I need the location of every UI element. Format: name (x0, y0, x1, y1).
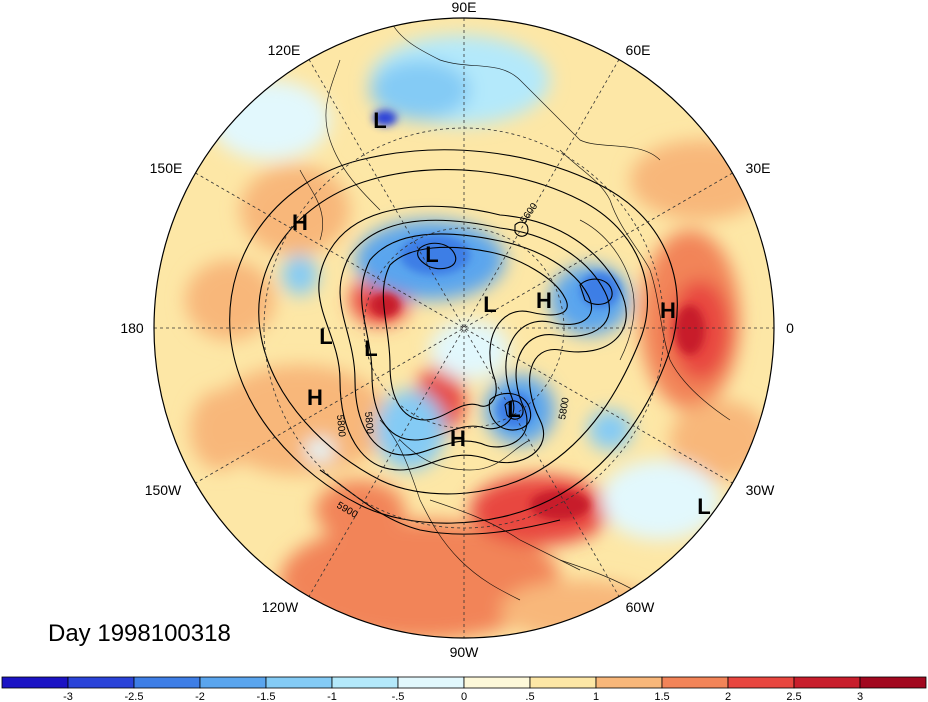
colorbar-tick-labels: -3 -2.5 -2 -1.5 -1 -.5 0 .5 1 1.5 2 2.5 3 (63, 691, 863, 702)
day-label: Day 1998100318 (48, 620, 231, 647)
colorbar: -3 -2.5 -2 -1.5 -1 -.5 0 .5 1 1.5 2 2.5 3 (1, 676, 927, 702)
colorbar-swatch (397, 676, 465, 689)
high-center-marker: H (536, 288, 552, 313)
colorbar-swatch (463, 676, 531, 689)
low-center-marker: L (373, 108, 386, 133)
low-center-marker: L (483, 292, 496, 317)
lon-label-90w: 90W (450, 644, 480, 660)
lon-label-60w: 60W (626, 599, 656, 615)
lon-label-30w: 30W (746, 482, 776, 498)
colorbar-swatch (331, 676, 399, 689)
colorbar-tick-label: -2.5 (125, 691, 144, 702)
colorbar-boxes (1, 676, 927, 689)
contour-label-5800-west: 5800 (362, 411, 375, 435)
colorbar-swatch (727, 676, 795, 689)
colorbar-tick-label: 1 (593, 691, 599, 702)
low-center-marker: L (425, 242, 438, 267)
graticule (154, 18, 774, 638)
longitude-labels: 90E 60E 30E 0 30W 60W 90W 120W 150W 180 … (120, 0, 794, 660)
low-center-marker: L (697, 494, 710, 519)
contour-label-5800-east: 5800 (557, 396, 572, 420)
lon-label-150e: 150E (150, 160, 183, 176)
lon-label-90e: 90E (452, 0, 477, 15)
colorbar-swatch (265, 676, 333, 689)
colorbar-tick-label: 3 (857, 691, 863, 702)
polar-map: 90E 60E 30E 0 30W 60W 90W 120W 150W 180 … (120, 0, 794, 660)
lon-label-180: 180 (120, 320, 144, 336)
colorbar-swatch (133, 676, 201, 689)
map-border (153, 17, 775, 639)
colorbar-tick-label: 2 (725, 691, 731, 702)
coastlines (299, 19, 731, 621)
low-center-marker: L (364, 336, 377, 361)
lon-label-0: 0 (786, 320, 794, 336)
colorbar-tick-label: -.5 (392, 691, 405, 702)
high-center-marker: H (307, 385, 323, 410)
colorbar-swatch (793, 676, 861, 689)
lon-label-30e: 30E (746, 160, 771, 176)
colorbar-tick-label: -1.5 (257, 691, 276, 702)
pressure-centers: L H L L H H L L H L H L (292, 108, 711, 519)
colorbar-swatch (1, 676, 69, 689)
colorbar-swatch (661, 676, 729, 689)
low-center-marker: L (319, 324, 332, 349)
colorbar-tick-label: 1.5 (654, 691, 669, 702)
colorbar-swatch (199, 676, 267, 689)
high-center-marker: H (292, 210, 308, 235)
colorbar-tick-label: -1 (327, 691, 337, 702)
colorbar-swatch (67, 676, 135, 689)
colorbar-tick-label: 2.5 (786, 691, 801, 702)
height-contours (229, 149, 678, 535)
lon-label-60e: 60E (626, 42, 651, 58)
contour-label-5800-south: 5800 (334, 414, 347, 438)
colorbar-tick-label: 0 (461, 691, 467, 702)
high-center-marker: H (450, 426, 466, 451)
colorbar-tick-label: -3 (63, 691, 73, 702)
colorbar-swatch (529, 676, 597, 689)
lon-label-150w: 150W (145, 482, 182, 498)
high-center-marker: H (660, 298, 676, 323)
colorbar-tick-label: .5 (525, 691, 534, 702)
low-center-marker: L (507, 397, 520, 422)
colorbar-swatch (859, 676, 927, 689)
lon-label-120e: 120E (268, 42, 301, 58)
colorbar-swatch (595, 676, 663, 689)
lon-label-120w: 120W (262, 599, 299, 615)
colorbar-tick-label: -2 (195, 691, 205, 702)
